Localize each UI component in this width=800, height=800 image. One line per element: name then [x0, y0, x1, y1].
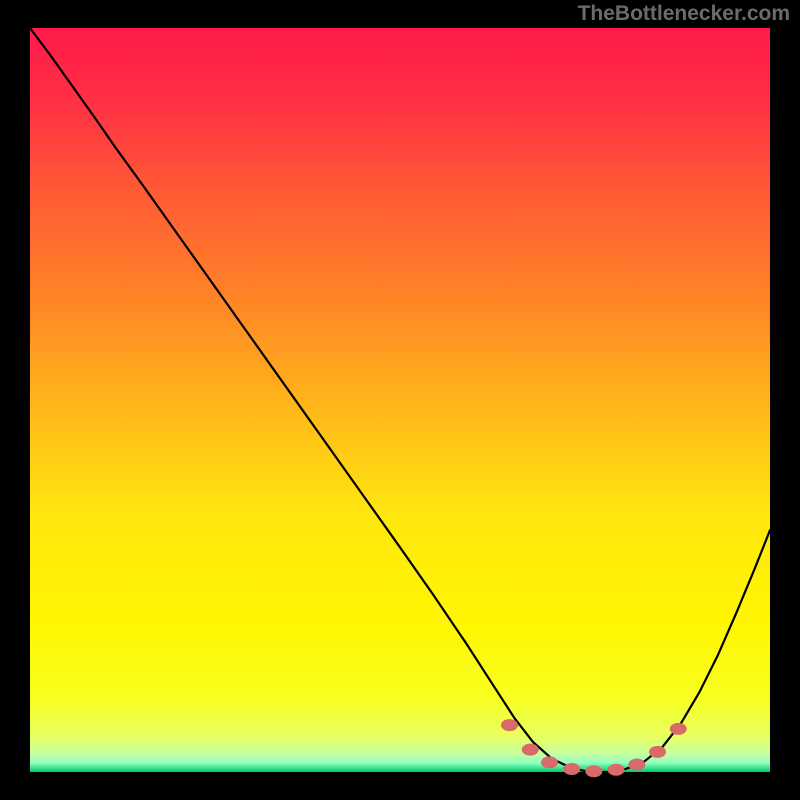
chart-frame: { "watermark": { "text": "TheBottlenecke… [0, 0, 800, 800]
optimal-marker [541, 756, 558, 768]
optimal-marker [501, 719, 518, 731]
optimal-marker [649, 746, 666, 758]
optimal-marker [670, 723, 687, 735]
curve-layer [30, 28, 770, 772]
optimal-marker [628, 759, 645, 771]
optimal-marker [563, 763, 580, 775]
marker-group [501, 719, 687, 777]
optimal-marker [522, 744, 539, 756]
optimal-marker [608, 764, 625, 776]
watermark-text: TheBottlenecker.com [578, 2, 790, 26]
plot-area [30, 28, 770, 772]
optimal-marker [585, 765, 602, 777]
bottleneck-curve [30, 28, 770, 772]
